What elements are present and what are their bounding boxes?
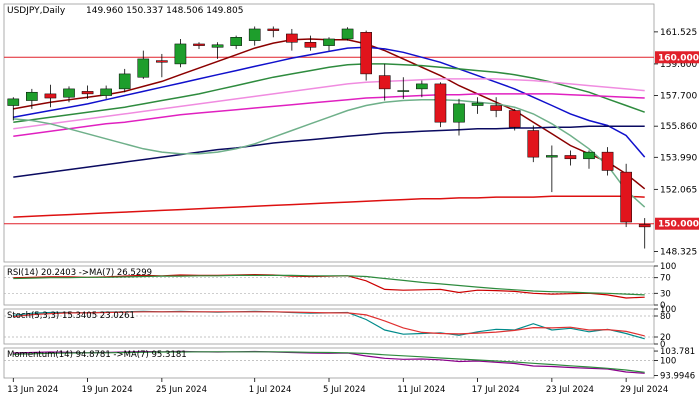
candle-body-34 [638, 224, 651, 228]
candle-body-15 [286, 33, 298, 43]
candle-body-29 [546, 155, 558, 158]
x-tick-label-3: 1 Jul 2024 [249, 385, 292, 395]
price-tick-label-0: 161.525 [660, 28, 697, 38]
price-tick-label-3: 155.860 [660, 122, 697, 132]
chart-title: USDJPY,Daily [7, 6, 66, 16]
candle-body-7 [137, 58, 150, 78]
indicator-0-tick-label-2: 30 [660, 289, 671, 299]
indicator-1-label: Stoch(5,3,3) 15.3405 23.0261 [7, 311, 135, 321]
indicator-2-tick-label-1: 100 [660, 357, 676, 367]
x-tick-label-6: 17 Jul 2024 [472, 385, 520, 395]
price-tick-label-4: 153.990 [660, 153, 697, 163]
indicator-0-tick-label-3: 0 [660, 301, 665, 311]
candle-body-33 [620, 171, 632, 223]
candle-body-5 [100, 88, 112, 96]
indicator-1-tick-label-0: 100 [660, 305, 676, 315]
x-tick-label-7: 23 Jul 2024 [546, 385, 594, 395]
candle-body-4 [81, 91, 94, 95]
moving-average-line-1 [13, 46, 646, 158]
indicator-1-tick-label-2: 20 [660, 333, 671, 343]
moving-average-line-2 [13, 63, 645, 123]
indicator-0-label: RSI(14) 20.2403 ->MA(7) 26.5299 [7, 268, 152, 278]
price-tick-label-2: 157.700 [660, 92, 697, 102]
candle-body-18 [341, 28, 354, 40]
indicator-pane-frame-0 [3, 265, 655, 306]
indicator-2-tick-label-0: 103.781 [660, 347, 695, 357]
candle-body-10 [193, 43, 205, 46]
candle-body-19 [360, 32, 372, 75]
candle-body-30 [564, 155, 577, 160]
moving-average-line-7 [13, 98, 646, 208]
indicator-2-label: Momentum(14) 94.8781 ->MA(7) 95.3181 [7, 350, 187, 360]
indicator-1-tick-label-1: 80 [660, 312, 671, 322]
ohlc-readout: 149.960 150.337 148.506 149.805 [86, 6, 243, 16]
candle-body-28 [527, 130, 540, 158]
candle-body-12 [230, 37, 242, 46]
price-tick-label-5: 152.065 [660, 185, 697, 195]
indicator-1-series-1 [13, 311, 645, 337]
candle-body-3 [63, 88, 75, 98]
candle-body-23 [434, 83, 447, 123]
candle-body-11 [211, 44, 224, 48]
moving-average-line-5 [13, 125, 645, 178]
candle-body-26 [490, 105, 502, 111]
candle-body-20 [378, 75, 391, 90]
indicator-pane-frame-1 [3, 308, 655, 345]
moving-average-line-4 [13, 93, 645, 138]
price-line-tag-label-0: 160.000 [658, 53, 699, 63]
indicator-1-tick-label-3: 0 [660, 340, 665, 350]
candle-body-22 [416, 83, 428, 90]
indicator-0-series-1 [13, 274, 645, 296]
x-tick-label-5: 11 Jul 2024 [397, 385, 445, 395]
title-backdrop [5, 5, 19, 15]
indicator-2-series-1 [13, 351, 645, 373]
indicator-0-tick-label-1: 70 [660, 274, 671, 284]
candle-body-27 [508, 110, 521, 128]
price-tick-label-1: 159.600 [660, 60, 697, 70]
indicator-0-tick-label-0: 100 [660, 262, 676, 272]
price-line-tag-label-1: 150.000 [658, 220, 699, 230]
price-line-tag-1 [655, 217, 699, 230]
candle-body-16 [304, 42, 317, 48]
candle-body-9 [174, 43, 187, 65]
indicator-2-tick-label-2: 93.9946 [660, 372, 695, 382]
candle-body-17 [323, 38, 335, 46]
candle-body-2 [44, 93, 57, 99]
x-tick-label-1: 19 Jun 2024 [82, 385, 133, 395]
price-line-tag-0 [655, 51, 699, 64]
candle-body-31 [583, 151, 595, 160]
candle-body-32 [601, 151, 614, 171]
candle-body-6 [118, 73, 131, 90]
x-tick-label-8: 29 Jul 2024 [620, 385, 668, 395]
moving-average-line-3 [13, 78, 645, 130]
price-tick-label-6: 148.325 [660, 248, 697, 258]
candle-body-25 [471, 102, 484, 106]
moving-average-line-6 [13, 195, 645, 218]
candle-body-13 [248, 28, 261, 41]
candle-body-24 [453, 103, 465, 123]
x-tick-label-2: 25 Jun 2024 [156, 385, 207, 395]
candle-body-0 [7, 98, 20, 106]
candle-body-1 [26, 91, 38, 101]
candle-body-8 [156, 60, 168, 63]
candle-body-14 [267, 28, 280, 31]
x-tick-label-4: 5 Jul 2024 [323, 385, 366, 395]
x-tick-label-0: 13 Jun 2024 [7, 385, 58, 395]
candle-body-21 [397, 90, 410, 92]
